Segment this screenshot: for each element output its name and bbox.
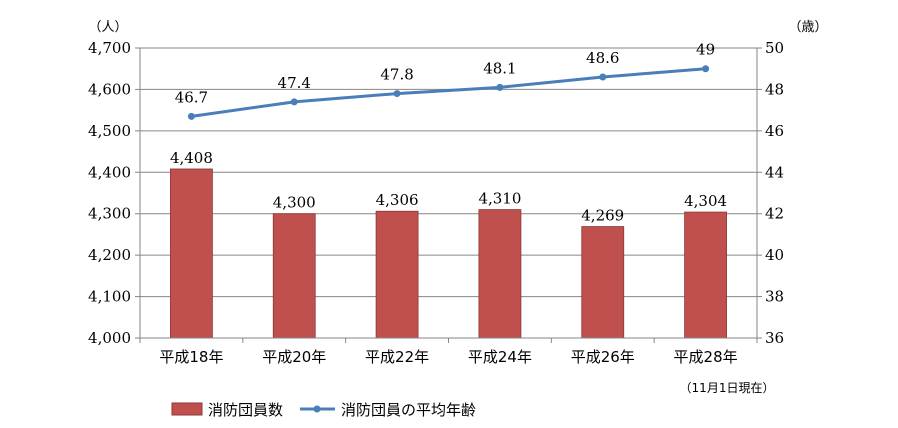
line-data-label: 46.7 [175, 88, 208, 106]
right-tick-label: 50 [765, 39, 784, 57]
line-point [496, 83, 504, 91]
line-point [290, 98, 298, 106]
line-data-label: 47.4 [278, 74, 311, 92]
right-tick-label: 38 [765, 288, 784, 306]
legend-line-marker [313, 405, 321, 413]
x-tick-label: 平成24年 [468, 348, 532, 366]
age-line [191, 67, 706, 118]
legend-line-label: 消防団員の平均年齢 [341, 401, 476, 419]
right-tick-label: 42 [765, 205, 784, 223]
x-tick-label: 平成20年 [262, 348, 326, 366]
line-point [393, 90, 401, 98]
line-data-label: 47.8 [380, 66, 413, 84]
bar-data-label: 4,310 [478, 190, 521, 208]
bar [170, 168, 213, 339]
line-point [599, 73, 607, 81]
line-data-label: 48.1 [483, 59, 516, 77]
bar [581, 226, 625, 339]
legend-bar-swatch [171, 402, 203, 416]
x-tick-label: 平成26年 [571, 348, 635, 366]
left-tick-label: 4,400 [88, 163, 131, 181]
right-tick-label: 40 [765, 246, 784, 264]
left-tick-label: 4,300 [88, 205, 131, 223]
left-tick-label: 4,200 [88, 246, 131, 264]
axis-layer: 4,000 4,100 4,200 4,300 4,400 4,500 4,600 4,700… [88, 39, 784, 366]
line-data-label: 48.6 [586, 49, 619, 67]
right-tick-label: 44 [765, 163, 784, 181]
left-tick-label: 4,100 [88, 288, 131, 306]
line-data-label: 49 [696, 41, 715, 59]
right-tick-label: 48 [765, 80, 784, 98]
x-tick-label: 平成18年 [159, 348, 223, 366]
left-axis-unit: （人） [88, 20, 127, 35]
bar [684, 211, 727, 339]
right-axis-unit: （歳） [788, 20, 827, 35]
bar-data-label: 4,306 [376, 191, 419, 209]
bar-layer [170, 168, 727, 339]
bar-data-label: 4,304 [684, 192, 727, 210]
grid-layer [140, 47, 757, 298]
legend: 消防団員数 消防団員の平均年齢 [171, 401, 476, 419]
line-point [187, 112, 195, 120]
bar [375, 210, 419, 339]
bar-data-label: 4,408 [170, 149, 213, 167]
left-tick-label: 4,500 [88, 122, 131, 140]
bar [272, 213, 316, 339]
right-tick-label: 36 [765, 329, 784, 347]
line-layer [187, 65, 710, 120]
label-layer: 4,408 4,300 4,306 4,310 4,269 4,304 46.7 47.4 47… [170, 41, 727, 225]
left-tick-label: 4,600 [88, 80, 131, 98]
x-tick-label: 平成28年 [674, 348, 738, 366]
right-tick-label: 46 [765, 122, 784, 140]
line-point [702, 65, 710, 73]
date-note: （11月1日現在） [680, 381, 775, 395]
bar-data-label: 4,300 [273, 194, 316, 212]
x-tick-label: 平成22年 [365, 348, 429, 366]
legend-bar-label: 消防団員数 [208, 401, 283, 419]
bar-data-label: 4,269 [581, 207, 624, 225]
left-tick-label: 4,700 [88, 39, 131, 57]
left-tick-label: 4,000 [88, 329, 131, 347]
bar [478, 209, 522, 339]
